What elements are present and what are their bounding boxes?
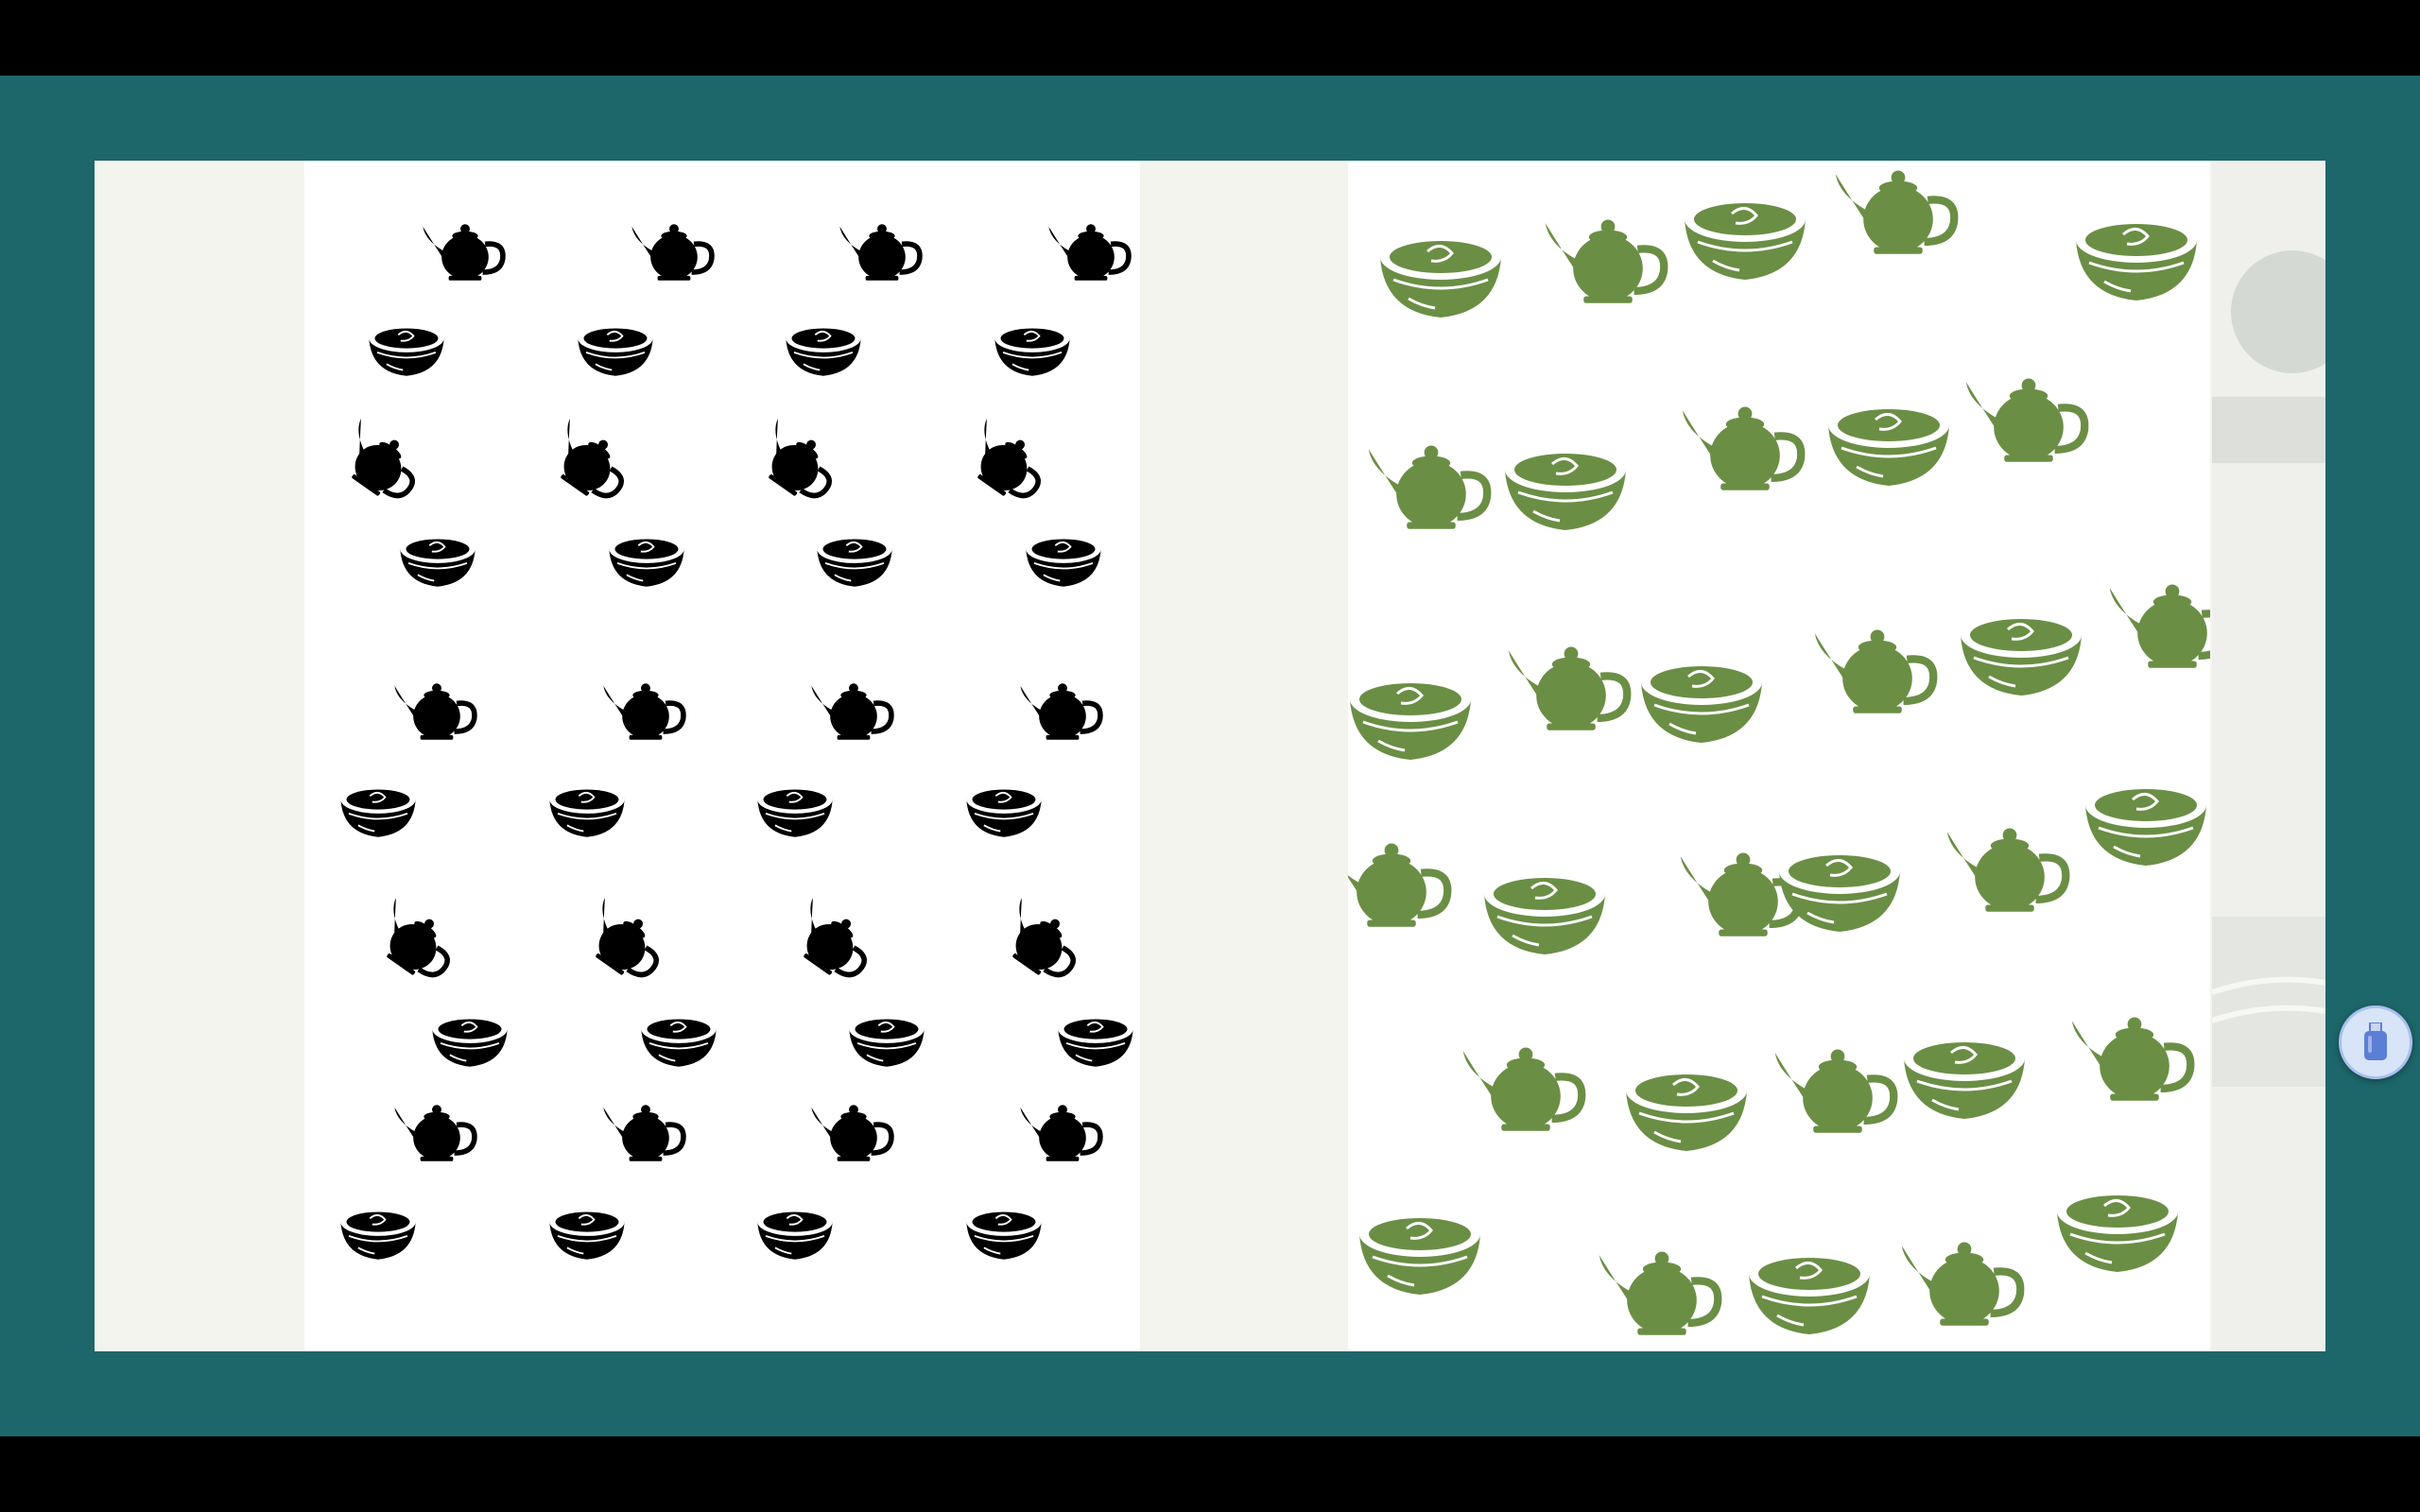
teacup-icon — [1685, 197, 1806, 280]
teapot-icon — [423, 224, 506, 281]
teapot-icon — [596, 897, 659, 978]
teapot-icon — [1814, 629, 1938, 713]
teapot-icon — [1774, 1049, 1898, 1133]
teapot-icon — [1545, 219, 1668, 303]
teapot-icon — [1348, 843, 1452, 927]
image-viewer-stage — [0, 76, 2420, 1436]
teacup-icon — [1359, 1211, 1480, 1295]
teapot-icon — [977, 418, 1041, 499]
teapot-icon — [1462, 1047, 1586, 1131]
teacup-icon — [400, 535, 475, 587]
teacup-icon — [1058, 1015, 1133, 1067]
teacup-icon — [849, 1015, 925, 1067]
teacup-icon — [340, 785, 416, 837]
teacup-icon — [1380, 234, 1501, 318]
teapot-icon — [769, 418, 832, 499]
teapot-icon — [1599, 1251, 1722, 1335]
teacup-icon — [817, 535, 892, 587]
teacup-icon — [432, 1015, 508, 1067]
background-ghost-image — [2212, 161, 2325, 1351]
teapot-icon — [1835, 170, 1959, 254]
teacup-icon — [1641, 660, 1762, 743]
teapot-icon — [1012, 897, 1076, 978]
usb-drive-button[interactable] — [2339, 1005, 2412, 1079]
teapot-icon — [387, 897, 450, 978]
teacup-icon — [1961, 612, 2082, 696]
teapot-icon — [1682, 406, 1806, 490]
teapot-icon — [352, 418, 415, 499]
teacup-icon — [1749, 1251, 1870, 1334]
teapot-icon — [1901, 1242, 2025, 1326]
teapot-icon — [394, 1105, 477, 1161]
teapot-icon — [811, 683, 894, 740]
teacup-icon — [1350, 677, 1471, 760]
teacup-icon — [609, 535, 684, 587]
teacup-icon — [1505, 447, 1626, 530]
teapot-icon — [1946, 828, 2070, 912]
teapot-icon — [2109, 584, 2210, 668]
teacup-icon — [1904, 1036, 2025, 1119]
teapot-icon — [603, 683, 686, 740]
image-canvas — [95, 161, 2325, 1351]
teapot-icon — [804, 897, 867, 978]
teapot-icon — [1020, 683, 1103, 740]
teacup-icon — [340, 1208, 416, 1260]
teacup-icon — [757, 1208, 833, 1260]
teapot-icon — [1020, 1105, 1103, 1161]
teacup-icon — [966, 785, 1042, 837]
teapot-icon — [2071, 1017, 2195, 1101]
teacup-icon — [578, 324, 653, 376]
teacup-icon — [641, 1015, 717, 1067]
teapot-icon — [603, 1105, 686, 1161]
black-tea-pattern-panel — [304, 161, 1140, 1351]
teacup-icon — [994, 324, 1070, 376]
teapot-icon — [394, 683, 477, 740]
teacup-icon — [966, 1208, 1042, 1260]
green-tea-pattern-panel — [1348, 161, 2210, 1351]
teacup-icon — [2076, 217, 2197, 301]
teacup-icon — [549, 1208, 625, 1260]
teacup-icon — [2085, 782, 2206, 866]
teacup-icon — [1026, 535, 1101, 587]
teapot-icon — [1048, 224, 1132, 281]
teacup-icon — [757, 785, 833, 837]
teapot-icon — [1508, 646, 1632, 730]
teacup-icon — [549, 785, 625, 837]
teacup-icon — [1779, 849, 1900, 932]
teacup-icon — [1828, 403, 1949, 486]
teapot-icon — [561, 418, 624, 499]
teacup-icon — [1626, 1068, 1747, 1151]
teapot-icon — [1368, 445, 1492, 529]
teapot-icon — [839, 224, 923, 281]
teacup-icon — [2057, 1189, 2178, 1272]
teapot-icon — [1965, 378, 2089, 462]
teacup-icon — [1484, 871, 1605, 954]
teapot-icon — [631, 224, 715, 281]
teacup-icon — [786, 324, 861, 376]
usb-drive-icon — [2364, 1022, 2387, 1060]
teacup-icon — [369, 324, 444, 376]
teapot-icon — [811, 1105, 894, 1161]
